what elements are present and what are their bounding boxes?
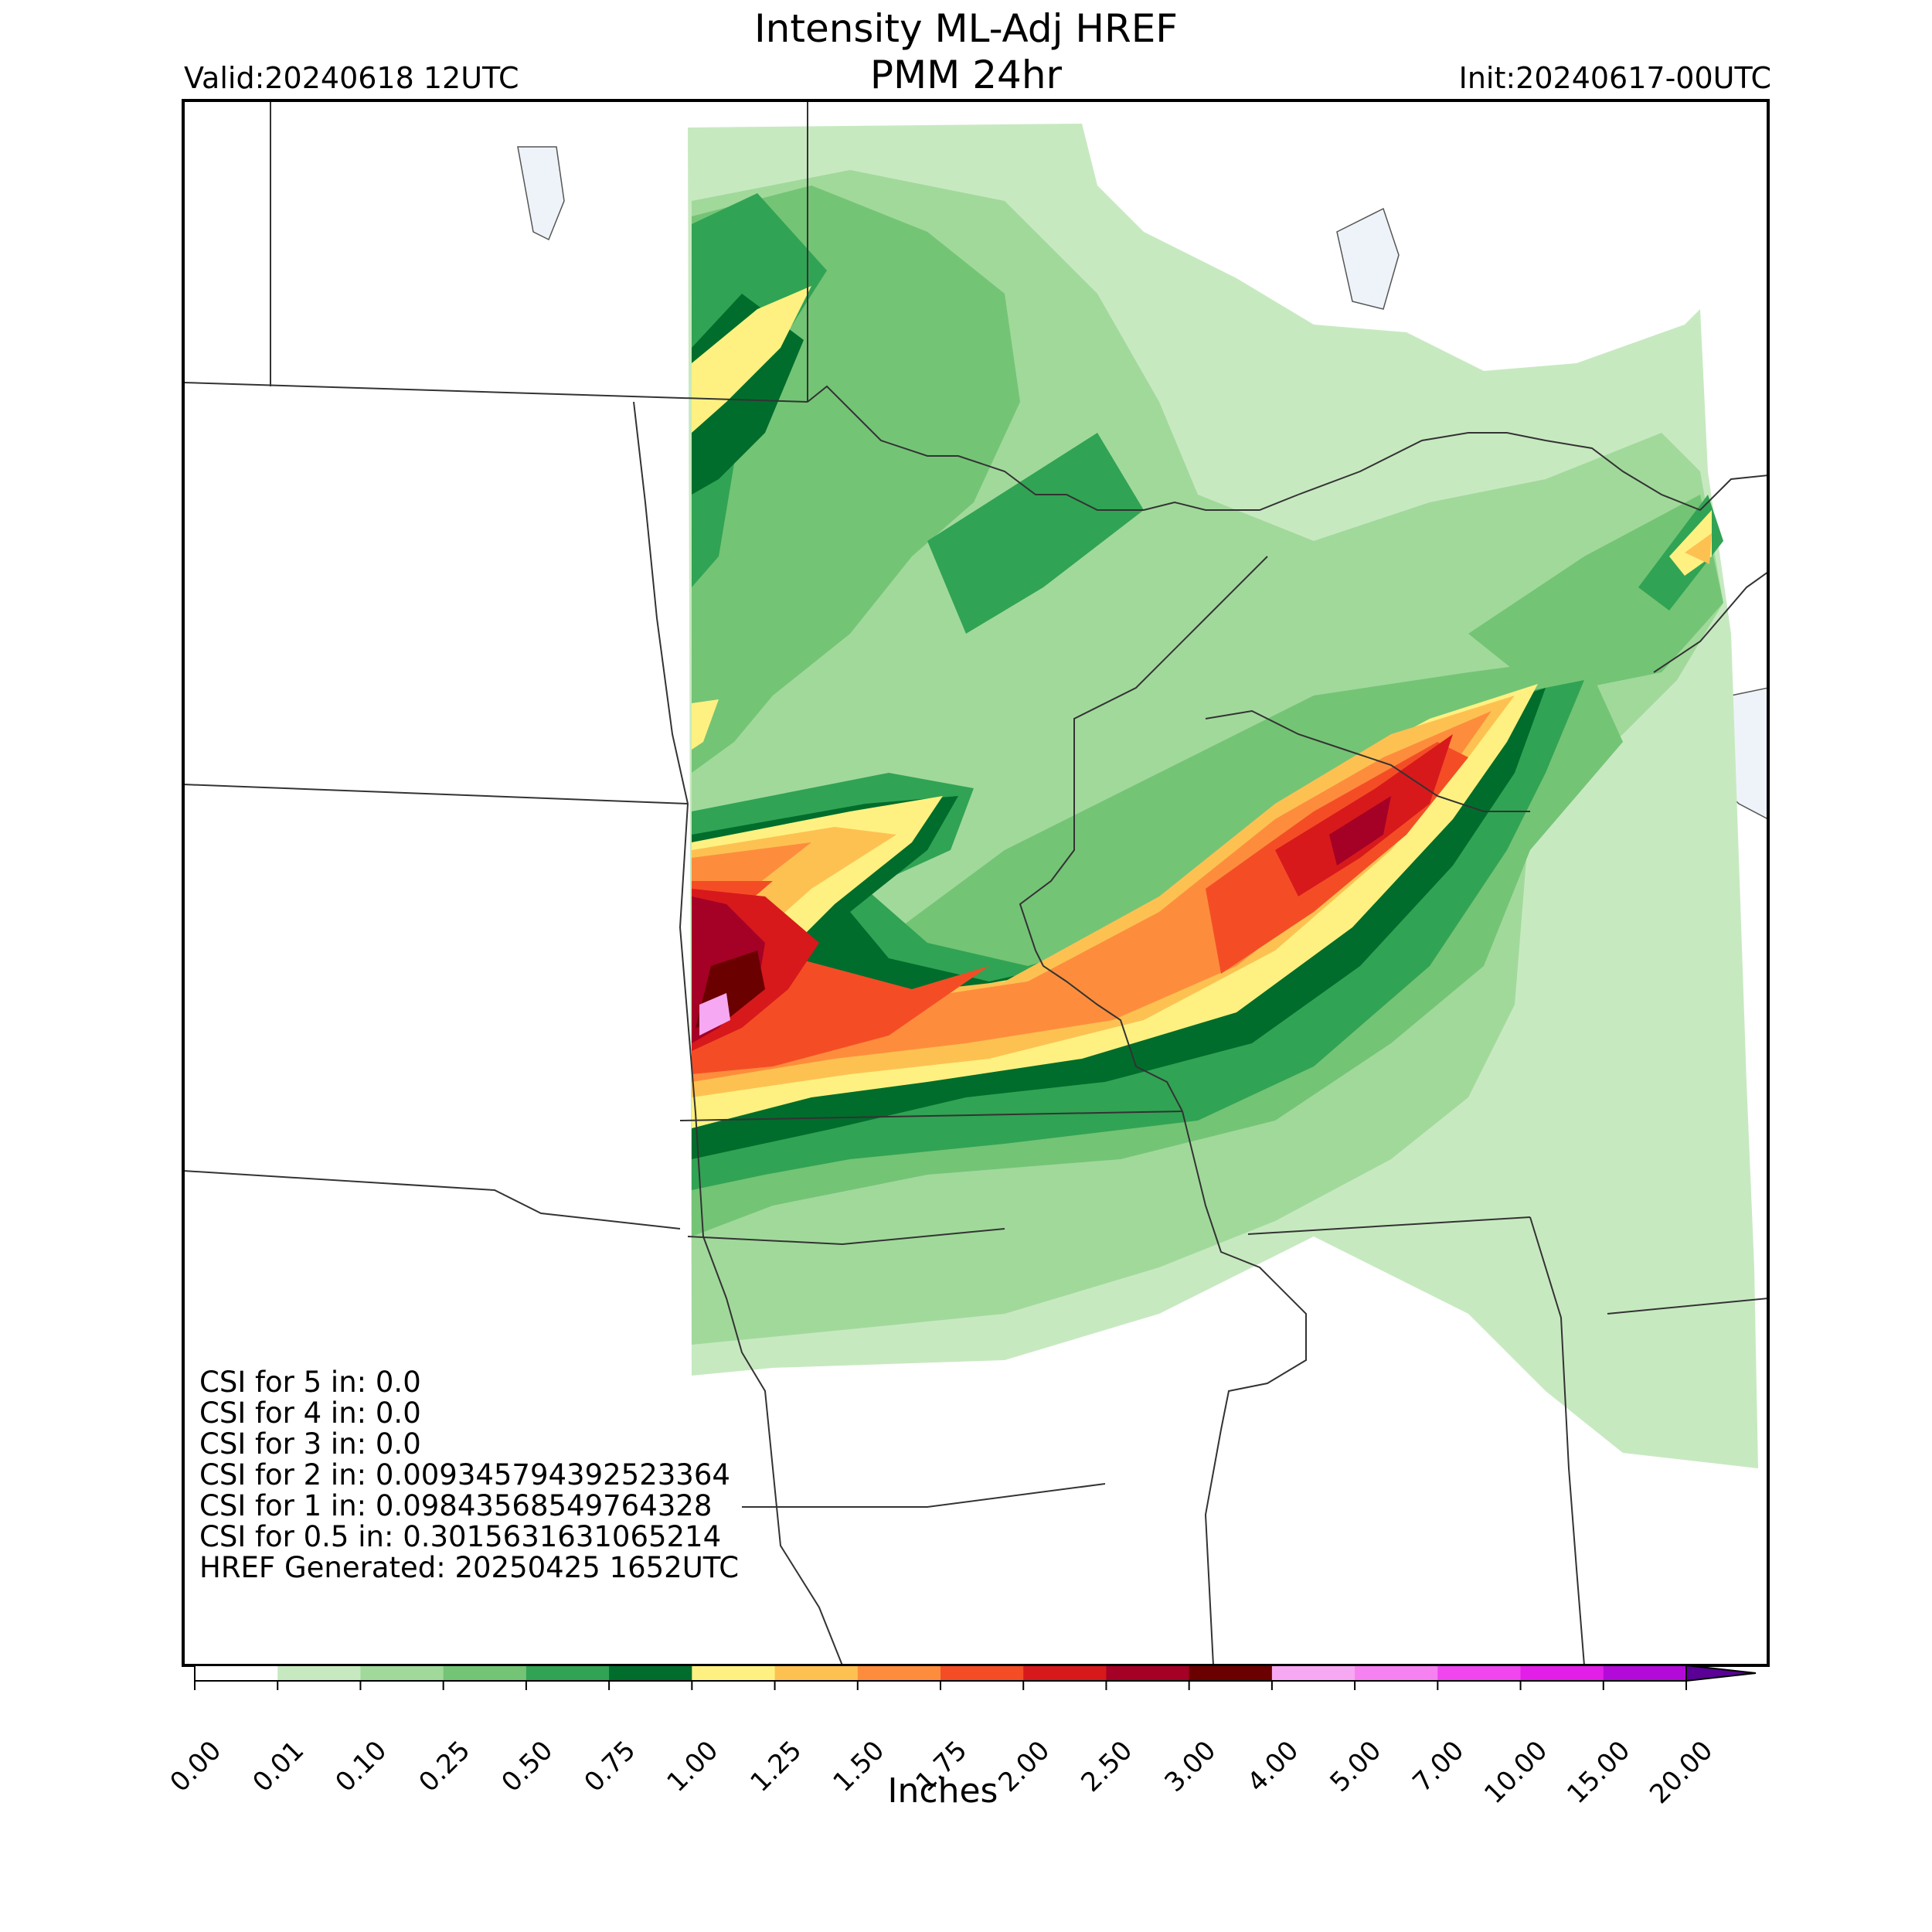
precip-contour	[927, 433, 1144, 634]
colorbar-swatch	[1603, 1665, 1687, 1681]
colorbar-swatch	[443, 1665, 527, 1681]
colorbar-swatch	[1271, 1665, 1355, 1681]
colorbar-swatch	[940, 1665, 1024, 1681]
colorbar-swatch	[609, 1665, 692, 1681]
valid-time-label: Valid:20240618 12UTC	[184, 61, 519, 95]
colorbar-swatch	[1437, 1665, 1522, 1681]
stat-line: CSI for 4 in: 0.0	[199, 1396, 421, 1430]
precip-field	[688, 124, 1758, 1468]
colorbar-swatch	[1189, 1665, 1273, 1681]
stat-line: CSI for 3 in: 0.0	[199, 1427, 421, 1461]
stat-line: HREF Generated: 20250425 1652UTC	[199, 1551, 740, 1584]
colorbar-swatch	[1520, 1665, 1604, 1681]
precip-contour	[1685, 533, 1712, 564]
colorbar-swatch	[1106, 1665, 1190, 1681]
stat-line: CSI for 0.5 in: 0.3015631631065214	[199, 1520, 722, 1553]
colorbar-swatch	[526, 1665, 610, 1681]
colorbar-extend-arrow	[1685, 1664, 1757, 1682]
colorbar-swatch	[360, 1665, 444, 1681]
precip-contour	[692, 842, 811, 943]
precip-contour	[692, 699, 719, 750]
state-borders	[183, 100, 1768, 1665]
colorbar-label: Inches	[887, 1771, 998, 1811]
colorbar-swatch	[774, 1665, 859, 1681]
stat-line: CSI for 5 in: 0.0	[199, 1366, 421, 1399]
precip-contour	[1329, 796, 1391, 866]
init-time-label: Init:20240617-00UTC	[1458, 61, 1771, 95]
title-line-2: PMM 24hr	[869, 53, 1063, 97]
precip-contour	[699, 993, 730, 1036]
precip-contour	[692, 286, 811, 433]
colorbar-swatch	[1355, 1665, 1438, 1681]
colorbar-swatch	[857, 1665, 941, 1681]
stat-line: CSI for 2 in: 0.009345794392523364	[199, 1458, 730, 1492]
lake-winnipeg-south	[517, 146, 565, 241]
lake-of-the-woods	[1336, 207, 1400, 310]
colorbar-swatch	[1023, 1665, 1107, 1681]
colorbar-swatch	[277, 1665, 361, 1681]
stat-line: CSI for 1 in: 0.09843568549764328	[199, 1489, 713, 1522]
precip-contour	[1468, 495, 1723, 696]
colorbar-swatch	[692, 1665, 776, 1681]
colorbar-swatch	[195, 1665, 278, 1681]
title-line-1: Intensity ML-Adj HREF	[753, 6, 1179, 51]
